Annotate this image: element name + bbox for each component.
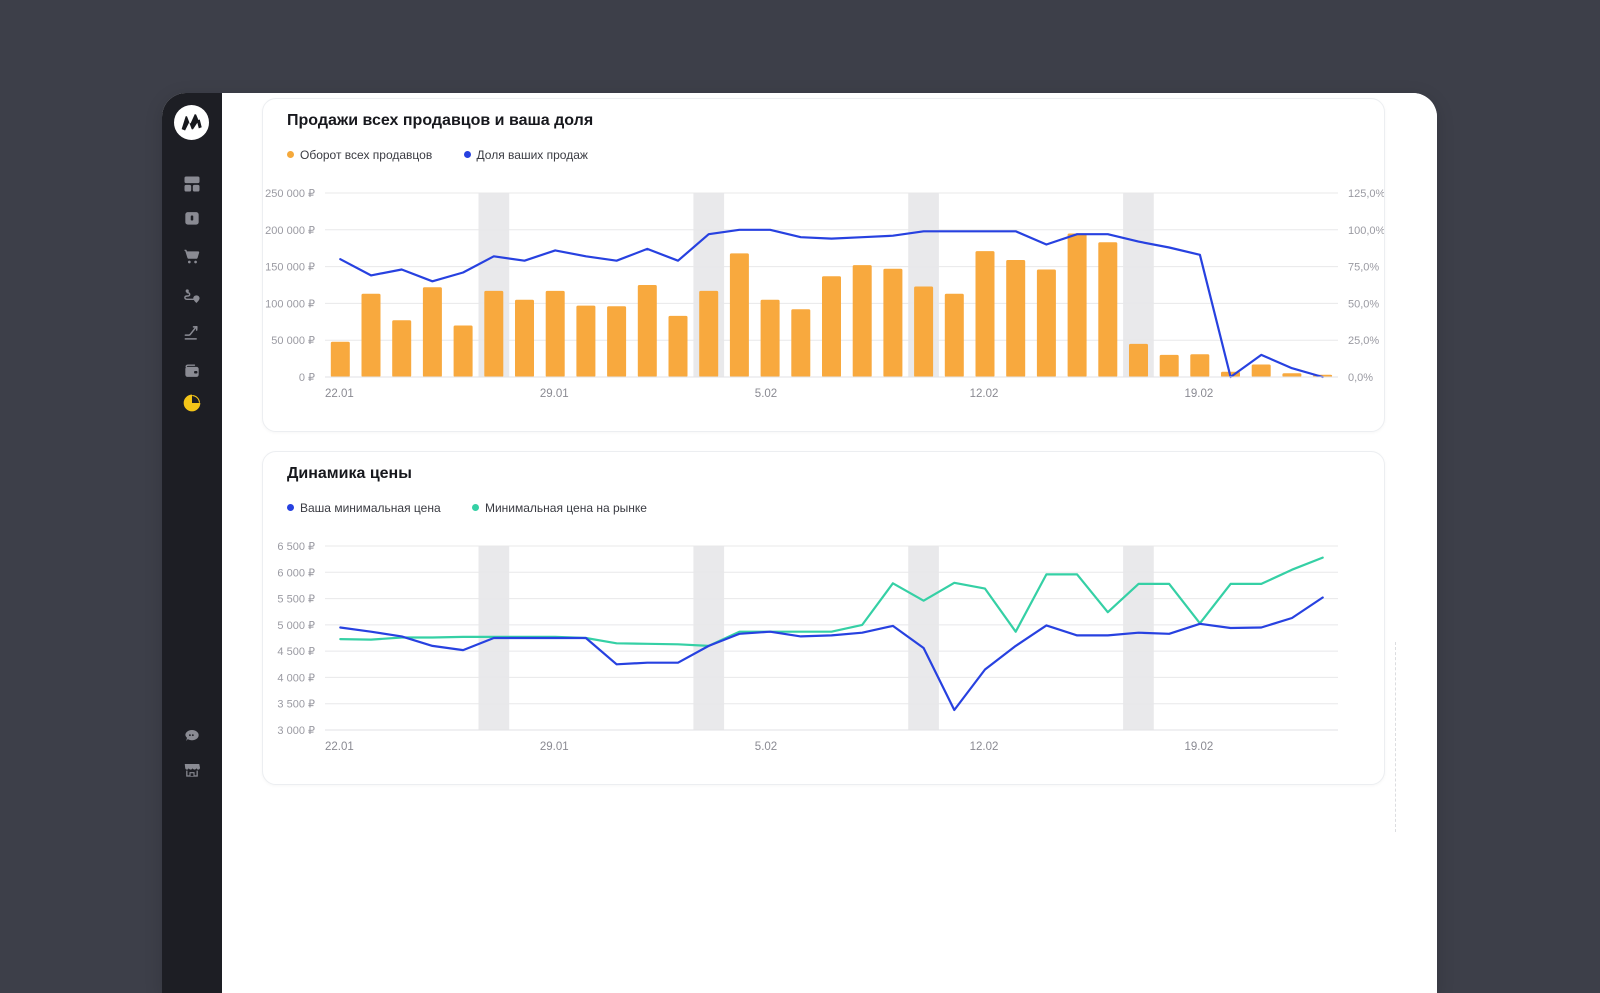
svg-text:22.01: 22.01 bbox=[325, 388, 354, 400]
svg-text:0,0%: 0,0% bbox=[1348, 372, 1373, 384]
svg-text:12.02: 12.02 bbox=[970, 388, 999, 400]
svg-text:6 500 ₽: 6 500 ₽ bbox=[277, 541, 315, 553]
svg-text:50 000 ₽: 50 000 ₽ bbox=[271, 335, 315, 347]
svg-text:3 000 ₽: 3 000 ₽ bbox=[277, 725, 315, 737]
svg-text:50,0%: 50,0% bbox=[1348, 298, 1379, 310]
svg-text:5.02: 5.02 bbox=[755, 741, 777, 753]
svg-text:100,0%: 100,0% bbox=[1348, 225, 1384, 237]
svg-text:4 000 ₽: 4 000 ₽ bbox=[277, 672, 315, 684]
svg-text:5.02: 5.02 bbox=[755, 388, 777, 400]
svg-text:29.01: 29.01 bbox=[540, 388, 569, 400]
svg-text:19.02: 19.02 bbox=[1185, 741, 1214, 753]
svg-text:150 000 ₽: 150 000 ₽ bbox=[265, 262, 315, 274]
svg-text:22.01: 22.01 bbox=[325, 741, 354, 753]
svg-text:29.01: 29.01 bbox=[540, 741, 569, 753]
svg-text:12.02: 12.02 bbox=[970, 741, 999, 753]
svg-text:5 000 ₽: 5 000 ₽ bbox=[277, 620, 315, 632]
svg-text:200 000 ₽: 200 000 ₽ bbox=[265, 225, 315, 237]
svg-text:25,0%: 25,0% bbox=[1348, 335, 1379, 347]
svg-text:4 500 ₽: 4 500 ₽ bbox=[277, 646, 315, 658]
svg-text:5 500 ₽: 5 500 ₽ bbox=[277, 594, 315, 606]
svg-text:19.02: 19.02 bbox=[1185, 388, 1214, 400]
svg-text:75,0%: 75,0% bbox=[1348, 262, 1379, 274]
svg-text:100 000 ₽: 100 000 ₽ bbox=[265, 298, 315, 310]
svg-text:0 ₽: 0 ₽ bbox=[299, 372, 315, 384]
svg-text:6 000 ₽: 6 000 ₽ bbox=[277, 567, 315, 579]
svg-text:250 000 ₽: 250 000 ₽ bbox=[265, 188, 315, 200]
svg-text:3 500 ₽: 3 500 ₽ bbox=[277, 699, 315, 711]
svg-text:125,0%: 125,0% bbox=[1348, 188, 1384, 200]
